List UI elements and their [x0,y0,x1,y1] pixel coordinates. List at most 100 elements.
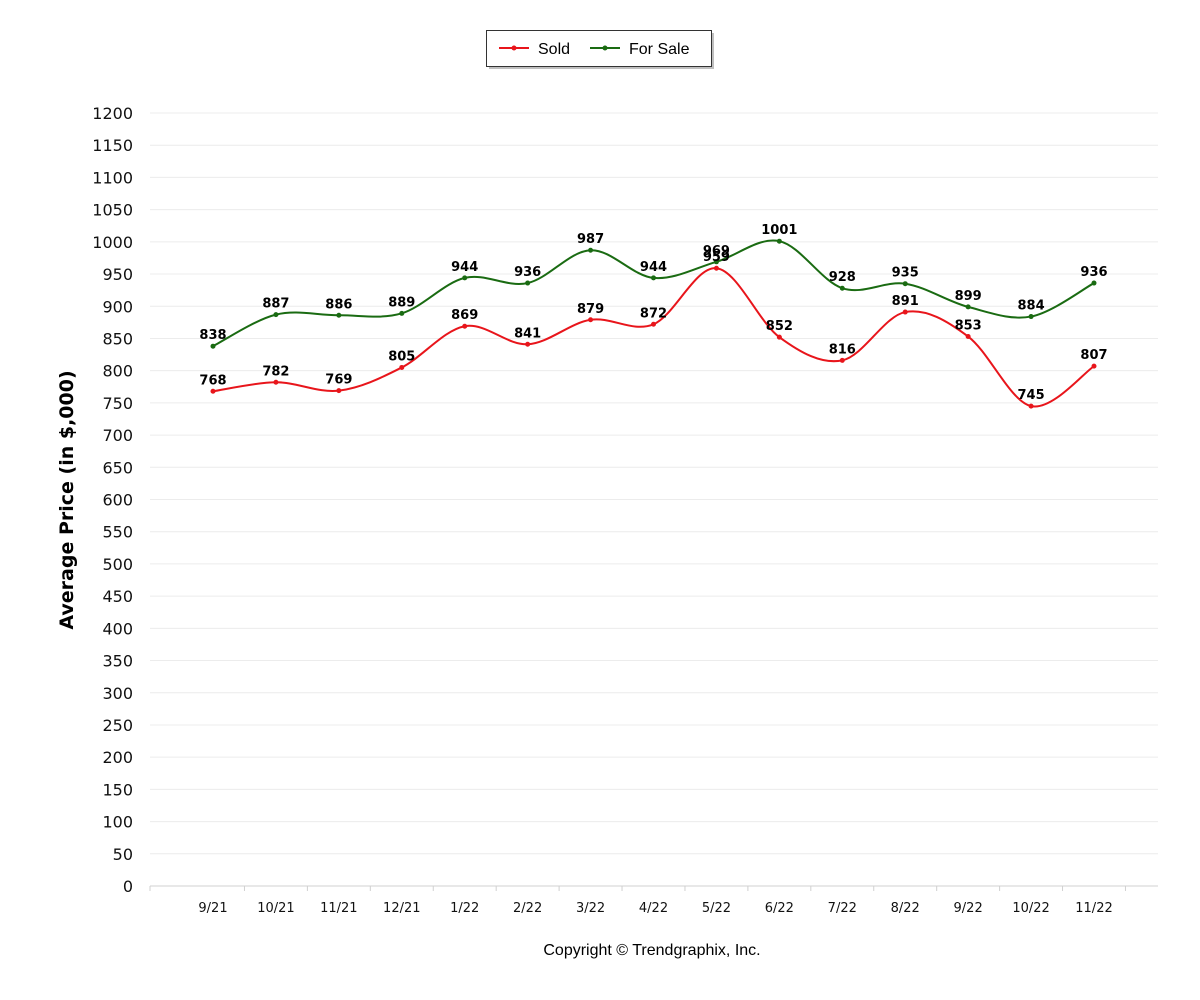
y-tick-label: 500 [102,555,133,574]
series-line-sold [212,267,1095,408]
data-label-sold: 816 [829,342,856,357]
x-tick-label: 2/22 [513,901,542,916]
data-point-sold [713,265,719,271]
data-point-for-sale [965,304,971,310]
y-tick-label: 300 [102,684,133,703]
y-tick-label: 900 [102,297,133,316]
x-tick-label: 9/21 [198,901,227,916]
data-label-for-sale: 987 [577,232,604,247]
y-tick-label: 1200 [92,104,133,123]
y-tick-label: 250 [102,716,133,735]
data-label-sold: 879 [577,302,604,317]
data-label-sold: 745 [1018,388,1045,403]
y-tick-label: 1150 [92,136,133,155]
data-point-for-sale [210,343,216,349]
data-label-sold: 805 [388,349,415,364]
x-tick-label: 8/22 [891,901,920,916]
data-label-for-sale: 889 [388,295,415,310]
data-label-sold: 959 [703,250,730,265]
data-label-sold: 768 [199,373,226,388]
series-lines [210,238,1097,409]
y-tick-label: 100 [102,813,133,832]
data-label-sold: 841 [514,326,541,341]
data-point-sold [902,309,908,315]
data-point-for-sale [462,275,468,281]
data-point-for-sale [1091,280,1097,286]
data-point-sold [462,323,468,329]
y-tick-label: 800 [102,362,133,381]
data-labels: 768 782 769 805 869 841 879 872 959 852 816 891 853 7… [199,223,1107,403]
data-point-for-sale [902,281,908,287]
y-tick-label: 950 [102,265,133,284]
y-tick-label: 1000 [92,233,133,252]
y-tick-label: 350 [102,652,133,671]
x-tick-label: 11/21 [320,901,357,916]
y-tick-label: 650 [102,458,133,477]
y-axis-ticks: 0 50 100 150 200 250 300 350 400 450 500 550 600 650 7… [92,104,133,896]
y-tick-label: 600 [102,491,133,510]
x-tick-label: 10/22 [1012,901,1049,916]
data-point-sold [273,379,279,385]
data-point-sold [776,334,782,340]
data-point-for-sale [273,312,279,318]
data-point-sold [336,388,342,394]
data-point-for-sale [399,310,405,316]
data-label-sold: 853 [955,319,982,334]
data-label-for-sale: 936 [1080,265,1107,280]
x-tick-label: 7/22 [828,901,857,916]
x-tick-label: 12/21 [383,901,420,916]
data-label-sold: 782 [262,364,289,379]
data-label-for-sale: 944 [451,260,478,275]
legend: Sold For Sale [486,30,714,69]
data-point-for-sale [588,247,594,253]
x-axis-ticks: 9/21 10/21 11/21 12/21 1/22 2/22 3/22 4/22 5/22 6… [149,886,1126,916]
data-point-for-sale [713,259,719,265]
data-point-sold [588,317,594,323]
data-label-for-sale: 936 [514,265,541,280]
y-tick-label: 400 [102,619,133,638]
data-label-sold: 852 [766,319,793,334]
data-point-for-sale [651,275,656,281]
data-label-sold: 872 [640,306,667,321]
data-label-for-sale: 887 [262,297,289,312]
data-label-for-sale: 899 [955,289,982,304]
y-tick-label: 150 [102,780,133,799]
data-point-for-sale [525,280,531,286]
legend-marker-sold [511,45,517,51]
data-label-for-sale: 886 [325,297,352,312]
gridlines [150,112,1158,887]
data-point-for-sale [776,238,782,244]
x-tick-label: 11/22 [1075,901,1112,916]
data-point-sold [651,321,656,327]
data-label-for-sale: 935 [892,266,919,281]
x-tick-label: 4/22 [639,901,668,916]
data-point-sold [525,341,531,347]
data-label-for-sale: 838 [199,328,226,343]
x-tick-label: 10/21 [257,901,294,916]
data-point-for-sale [1028,314,1034,320]
y-tick-label: 50 [113,845,133,864]
x-tick-label: 5/22 [702,901,731,916]
legend-marker-for-sale [602,45,608,51]
y-tick-label: 450 [102,587,133,606]
data-point-sold [1091,363,1097,369]
data-label-sold: 891 [892,294,919,309]
y-tick-label: 1050 [92,201,133,220]
data-point-sold [399,364,405,370]
data-label-sold: 769 [325,373,352,388]
data-label-sold: 869 [451,308,478,323]
y-tick-label: 0 [123,877,133,896]
x-tick-label: 9/22 [954,901,983,916]
y-tick-label: 700 [102,426,133,445]
x-tick-label: 3/22 [576,901,605,916]
data-label-for-sale: 969 [703,244,730,259]
copyright-text: Copyright © Trendgraphix, Inc. [543,942,760,959]
data-point-for-sale [839,285,845,291]
y-axis-label: Average Price (in $,000) [56,370,78,629]
data-label-for-sale: 944 [640,260,667,275]
data-point-sold [210,388,216,394]
data-label-for-sale: 884 [1018,299,1045,314]
y-tick-label: 550 [102,523,133,542]
data-point-sold [965,334,971,340]
